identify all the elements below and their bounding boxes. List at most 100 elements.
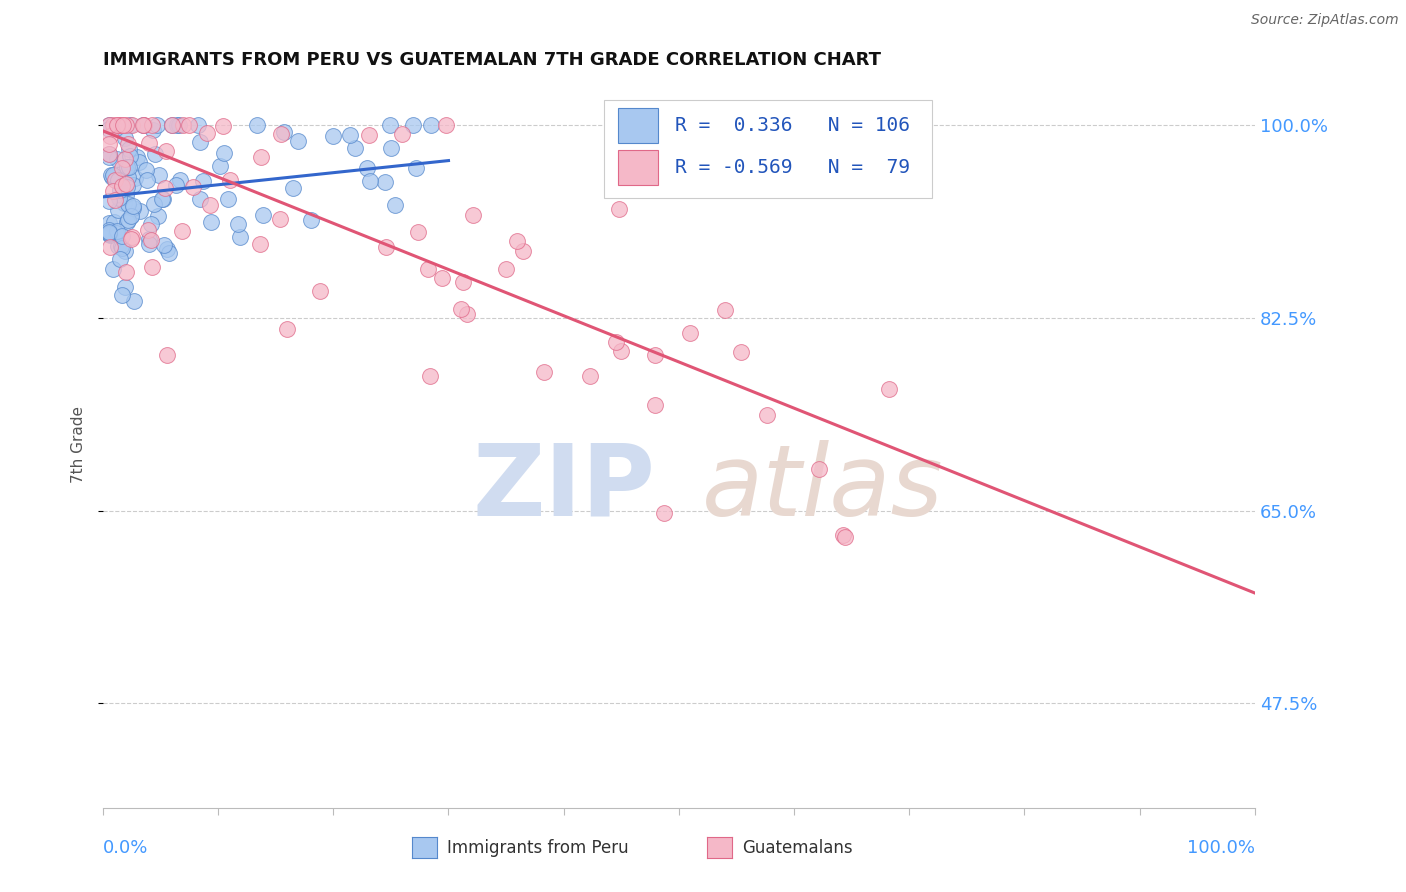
Point — [114, 130, 136, 145]
Point — [299, 213, 322, 227]
Point — [117, 196, 139, 211]
Point — [97, 147, 120, 161]
Point — [103, 215, 125, 229]
Point — [103, 172, 125, 186]
Text: R = -0.569   N =  79: R = -0.569 N = 79 — [675, 158, 911, 178]
Point — [124, 171, 146, 186]
Point — [115, 180, 138, 194]
FancyBboxPatch shape — [617, 151, 658, 186]
Point — [250, 150, 273, 164]
Point — [101, 169, 124, 184]
Point — [229, 230, 252, 244]
Point — [107, 202, 129, 217]
Point — [104, 226, 127, 240]
Point — [121, 178, 143, 192]
Point — [115, 215, 138, 229]
Point — [131, 119, 153, 133]
Point — [114, 160, 136, 174]
Point — [195, 126, 218, 140]
Point — [406, 225, 429, 239]
Point — [117, 137, 139, 152]
Point — [177, 119, 200, 133]
Point — [120, 209, 142, 223]
Point — [97, 223, 120, 237]
Point — [120, 232, 142, 246]
Point — [132, 119, 155, 133]
Point — [104, 193, 127, 207]
Text: R =  0.336   N = 106: R = 0.336 N = 106 — [675, 116, 911, 136]
Point — [114, 244, 136, 258]
Point — [270, 128, 292, 142]
Text: 0.0%: 0.0% — [103, 838, 148, 856]
Point — [115, 160, 138, 174]
Point — [148, 168, 170, 182]
Point — [139, 233, 162, 247]
Point — [456, 307, 478, 321]
Point — [188, 135, 211, 149]
Point — [217, 192, 239, 206]
Point — [98, 129, 121, 144]
Point — [384, 198, 406, 212]
Point — [211, 120, 233, 134]
Point — [578, 368, 600, 383]
Point — [121, 230, 143, 244]
Point — [152, 192, 174, 206]
Point — [97, 216, 120, 230]
Point — [143, 197, 166, 211]
Point — [283, 181, 305, 195]
Point — [183, 180, 205, 194]
Point — [105, 152, 128, 166]
Point — [191, 173, 214, 187]
Point — [97, 147, 120, 161]
Point — [339, 128, 361, 143]
Point — [138, 237, 160, 252]
Point — [287, 134, 309, 148]
Point — [112, 119, 135, 133]
Point — [730, 345, 752, 359]
Point — [97, 136, 120, 151]
Point — [162, 119, 184, 133]
Y-axis label: 7th Grade: 7th Grade — [72, 406, 86, 483]
Point — [533, 365, 555, 379]
Text: IMMIGRANTS FROM PERU VS GUATEMALAN 7TH GRADE CORRELATION CHART: IMMIGRANTS FROM PERU VS GUATEMALAN 7TH G… — [103, 51, 882, 69]
Point — [420, 119, 443, 133]
Point — [652, 506, 675, 520]
Point — [219, 172, 242, 186]
Text: Source: ZipAtlas.com: Source: ZipAtlas.com — [1251, 13, 1399, 28]
Point — [97, 121, 120, 136]
Point — [380, 141, 402, 155]
Point — [405, 161, 427, 176]
Point — [198, 197, 221, 211]
Point — [165, 178, 187, 193]
Point — [110, 288, 132, 302]
Point — [756, 408, 779, 422]
Point — [118, 142, 141, 156]
Point — [450, 302, 472, 317]
Text: Guatemalans: Guatemalans — [742, 838, 853, 856]
FancyBboxPatch shape — [617, 108, 658, 143]
Point — [226, 218, 249, 232]
Point — [343, 141, 366, 155]
Point — [101, 184, 124, 198]
Point — [249, 236, 271, 251]
Point — [187, 119, 209, 133]
Point — [142, 123, 165, 137]
Point — [138, 136, 160, 150]
Point — [105, 224, 128, 238]
Point — [112, 196, 135, 211]
Point — [107, 191, 129, 205]
Point — [834, 530, 856, 544]
Point — [434, 119, 457, 133]
Point — [146, 119, 169, 133]
Point — [121, 202, 143, 216]
Point — [122, 294, 145, 309]
Point — [212, 145, 235, 160]
Point — [117, 212, 139, 227]
Point — [97, 227, 120, 241]
Point — [252, 208, 274, 222]
Point — [506, 234, 529, 248]
Point — [416, 261, 439, 276]
Point — [430, 271, 453, 285]
Point — [104, 121, 127, 136]
Point — [100, 240, 122, 254]
